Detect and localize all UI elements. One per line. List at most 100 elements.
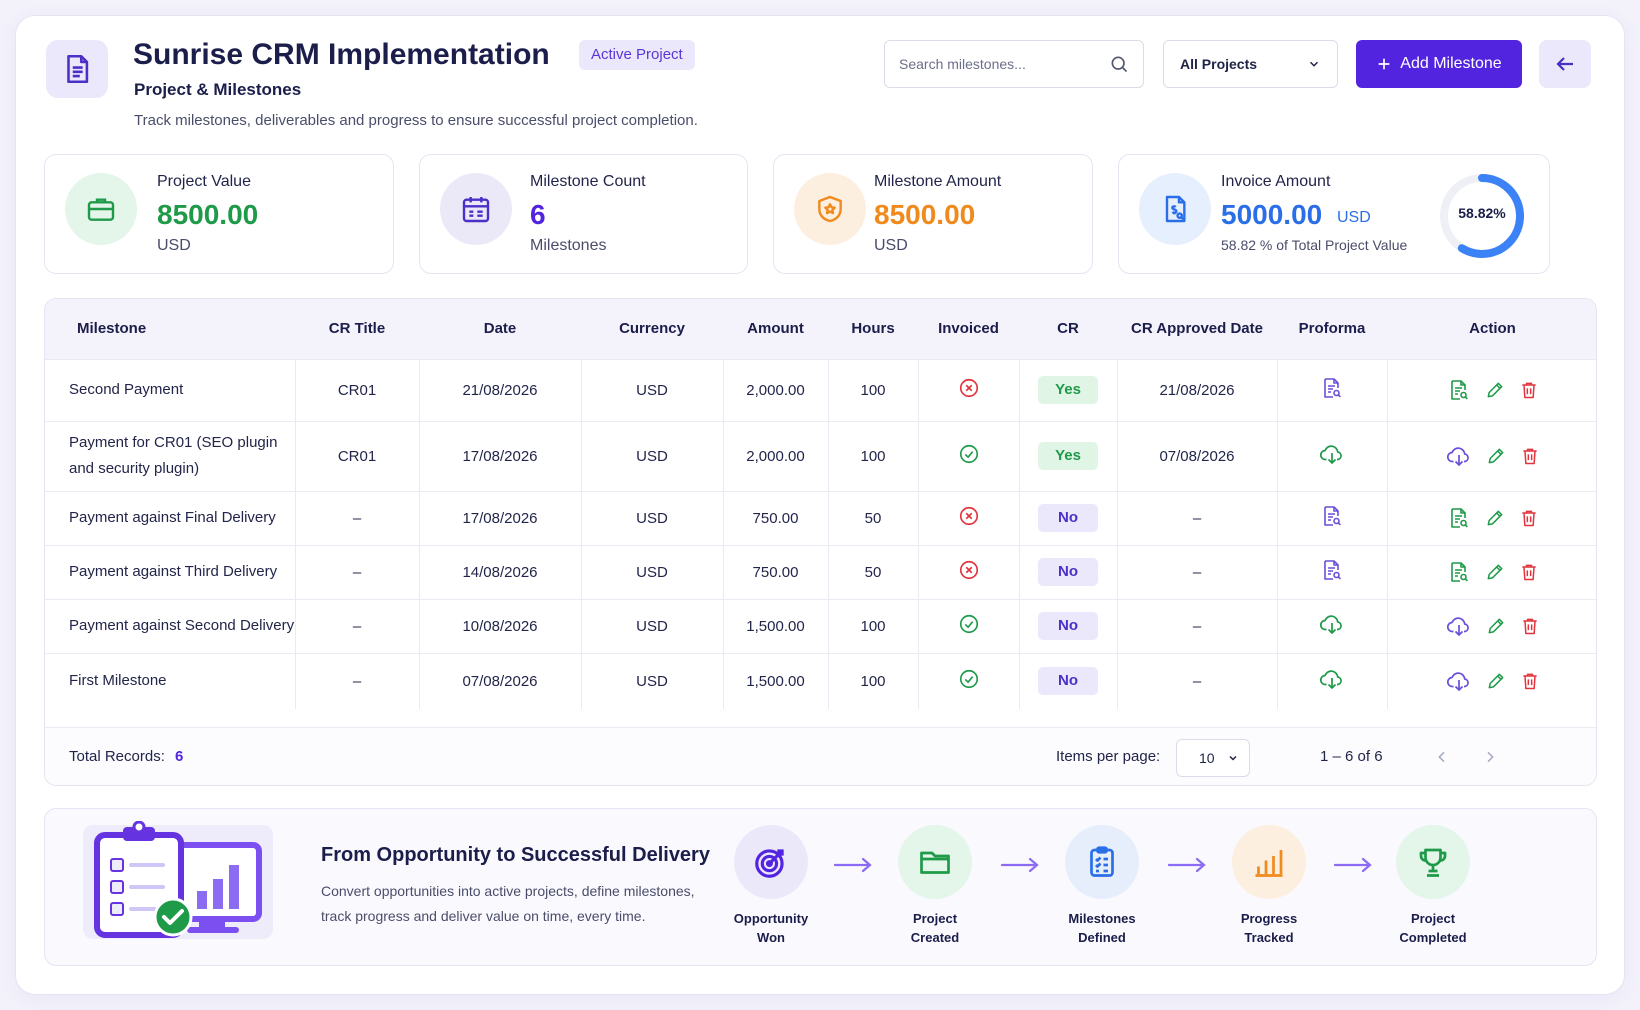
check-circle-icon [958,613,980,635]
cloud-download-icon[interactable] [1319,667,1345,691]
delete-trash-icon[interactable] [1520,446,1540,466]
column-header-date: Date [483,320,517,338]
delete-trash-icon[interactable] [1519,380,1539,400]
invoice-amount-label: Invoice Amount [1221,173,1331,190]
milestone-count-unit: Milestones [530,237,607,254]
date-cell: 17/08/2026 [418,490,581,545]
invoice-percent-label: 58.82% [1458,205,1506,221]
hours-cell: 100 [827,652,918,709]
cloud-download-icon[interactable] [1319,442,1345,466]
workflow-step: Milestones Defined [1032,825,1172,947]
document-search-icon[interactable] [1447,506,1471,530]
cr-badge: No [1038,504,1098,532]
proforma-cell [1276,598,1387,653]
project-value-label: Project Value [157,173,251,190]
project-filter-value: All Projects [1180,56,1258,72]
invoice-percent-note: 58.82 % of Total Project Value [1221,237,1408,253]
proforma-cell [1276,652,1387,709]
delete-trash-icon[interactable] [1519,562,1539,582]
action-cell [1386,420,1596,491]
cr-approved-date-cell: – [1116,490,1277,545]
column-header-milestone: Milestone [77,320,147,338]
app-frame: Sunrise CRM Implementation Active Projec… [15,15,1625,995]
currency-cell: USD [580,490,723,545]
cr-cell: No [1018,544,1117,599]
table-row: First Milestone –07/08/2026 USD 1,500.00 100… [45,652,1596,709]
invoice-amount-unit: USD [1337,209,1371,226]
arrow-left-icon [1553,52,1577,76]
table-row: Payment against Third Delivery –14/08/202… [45,544,1596,599]
cloud-download-icon[interactable] [1319,612,1345,636]
amount-cell: 1,500.00 [722,652,828,709]
milestone-name-cell: Payment for CR01 (SEO plugin and securit… [45,420,295,491]
document-search-icon[interactable] [1447,378,1471,402]
arrow-right-icon [833,857,873,878]
next-page-icon[interactable] [1482,748,1498,766]
delete-trash-icon[interactable] [1520,671,1540,691]
cr-title-cell: CR01 [294,420,419,491]
cloud-download-icon[interactable] [1446,444,1472,468]
invoiced-cell [917,490,1019,545]
items-per-page-label: Items per page: [1056,748,1161,765]
delete-trash-icon[interactable] [1520,616,1540,636]
workflow-step-label: Progress Tracked [1240,911,1298,945]
column-header-invoiced: Invoiced [938,320,999,338]
search-icon[interactable] [1109,54,1129,74]
search-box [884,40,1144,88]
project-filter-select[interactable]: All Projects [1163,40,1338,88]
clipboard-illustration [83,820,273,941]
cr-approved-date-cell: 21/08/2026 [1116,358,1277,421]
project-value-card: Project Value 8500.00 USD [44,154,394,274]
date-cell: 10/08/2026 [418,598,581,653]
column-header-currency: Currency [619,320,685,338]
cloud-download-icon[interactable] [1446,669,1472,693]
cr-approved-date-cell: 07/08/2026 [1116,420,1277,491]
cloud-download-icon[interactable] [1446,614,1472,638]
invoice-progress-ring: 58.82% [1437,171,1527,261]
search-input[interactable] [899,56,1099,72]
edit-pencil-icon[interactable] [1486,671,1506,691]
edit-pencil-icon[interactable] [1486,446,1506,466]
column-header-action: Action [1469,320,1516,338]
folder-icon [898,825,972,899]
column-header-cr: CR [1057,320,1079,338]
document-search-icon[interactable] [1320,504,1344,528]
status-badge: Active Project [579,40,695,70]
table-footer: Total Records: 6 Items per page: 10 1 – … [45,727,1596,785]
currency-cell: USD [580,420,723,491]
edit-pencil-icon[interactable] [1486,616,1506,636]
invoice-amount-value: 5000.00 [1221,199,1323,230]
previous-page-icon[interactable] [1434,748,1450,766]
back-button[interactable] [1539,40,1591,88]
hours-cell: 100 [827,598,918,653]
x-circle-icon [958,559,980,581]
edit-pencil-icon[interactable] [1485,562,1505,582]
date-cell: 07/08/2026 [418,652,581,709]
cr-cell: No [1018,598,1117,653]
milestone-name-cell: First Milestone [45,652,295,709]
milestone-name-cell: Payment against Final Delivery [45,490,295,545]
items-per-page-select[interactable]: 10 [1176,739,1250,777]
edit-pencil-icon[interactable] [1485,508,1505,528]
document-search-icon[interactable] [1320,376,1344,400]
milestones-table: Milestone CR Title Date Currency Amount Hours… [44,298,1597,786]
banner-description: Convert opportunities into active projec… [321,883,695,924]
document-search-icon[interactable] [1447,560,1471,584]
edit-pencil-icon[interactable] [1485,380,1505,400]
add-milestone-button[interactable]: Add Milestone [1356,40,1522,88]
cr-approved-date-cell: – [1116,544,1277,599]
arrow-right-icon [1333,857,1373,878]
column-header-hours: Hours [851,320,895,338]
amount-cell: 2,000.00 [722,358,828,421]
cr-badge: Yes [1038,376,1098,404]
date-cell: 14/08/2026 [418,544,581,599]
currency-cell: USD [580,652,723,709]
delete-trash-icon[interactable] [1519,508,1539,528]
document-search-icon[interactable] [1320,558,1344,582]
page-description: Track milestones, deliverables and progr… [134,112,698,129]
action-cell [1386,598,1596,653]
target-icon [734,825,808,899]
cr-cell: Yes [1018,420,1117,491]
column-header-cr-approved-date: CR Approved Date [1131,320,1263,338]
workflow-step: Progress Tracked [1199,825,1339,947]
